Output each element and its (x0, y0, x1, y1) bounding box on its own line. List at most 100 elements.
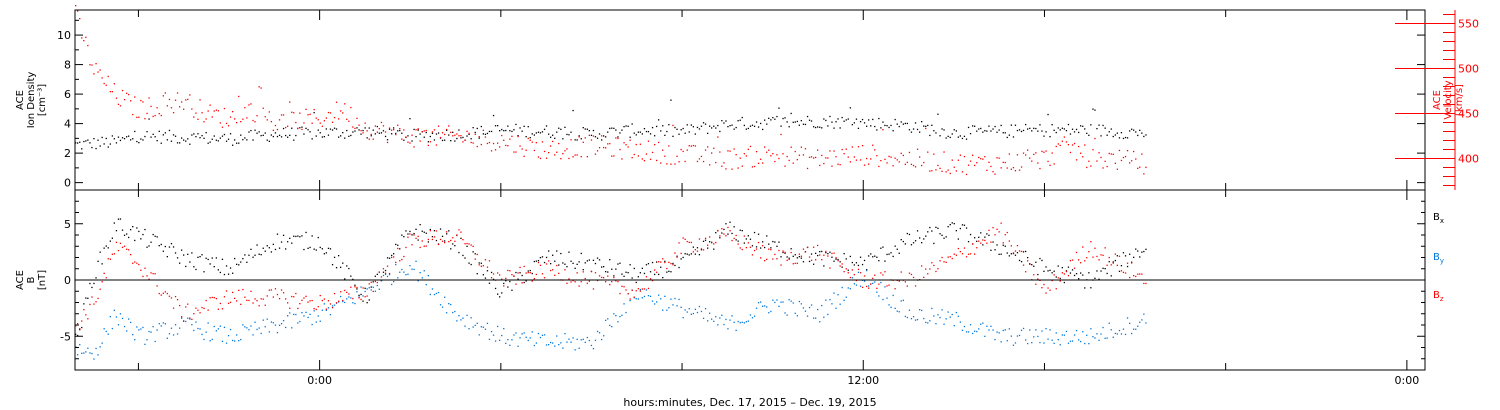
data-point (1029, 127, 1031, 129)
data-point (287, 302, 289, 304)
data-point (768, 243, 770, 245)
data-point (586, 282, 588, 284)
data-point (692, 144, 694, 147)
data-point (83, 40, 85, 42)
data-point (484, 133, 487, 135)
data-point (800, 303, 802, 305)
data-point (1029, 157, 1031, 159)
data-point (951, 222, 953, 224)
data-point (185, 320, 187, 323)
data-point (682, 256, 684, 259)
data-point (276, 293, 279, 296)
data-point (745, 247, 747, 249)
data-point (315, 135, 317, 137)
data-point (272, 135, 274, 138)
data-point (360, 293, 362, 296)
data-point (425, 232, 427, 234)
data-point (1027, 128, 1029, 130)
data-point (91, 286, 93, 289)
data-point (870, 125, 872, 127)
data-point (745, 155, 747, 157)
data-point (274, 288, 277, 290)
data-point (515, 271, 517, 274)
data-point (484, 259, 487, 261)
data-point (945, 236, 947, 238)
data-point (429, 135, 431, 138)
data-point (768, 117, 770, 119)
data-point (148, 278, 150, 280)
data-point (658, 273, 660, 276)
data-point (252, 256, 254, 258)
data-point (439, 136, 442, 139)
data-point (906, 161, 908, 163)
data-point (140, 269, 142, 271)
data-point (335, 267, 338, 269)
data-point (992, 329, 994, 331)
data-point (755, 248, 758, 250)
data-point (215, 139, 217, 141)
data-point (270, 289, 272, 291)
data-point (413, 232, 415, 235)
data-point (1139, 166, 1141, 168)
data-point (317, 119, 319, 121)
data-point (1039, 124, 1041, 126)
data-point (244, 254, 246, 256)
data-point (870, 283, 872, 285)
data-point (806, 246, 809, 248)
data-point (825, 299, 827, 301)
data-point (250, 325, 252, 327)
data-point (138, 116, 140, 118)
data-point (690, 313, 692, 315)
data-point (764, 119, 766, 121)
data-point (382, 125, 385, 127)
data-point (849, 161, 851, 163)
data-point (863, 275, 866, 277)
data-point (372, 129, 374, 131)
data-point (509, 280, 511, 283)
data-point (719, 151, 721, 153)
data-point (572, 280, 574, 282)
data-point (833, 260, 835, 262)
data-point (388, 273, 391, 276)
data-point (119, 105, 122, 107)
data-point (535, 142, 537, 144)
data-point (490, 150, 493, 152)
data-point (1035, 329, 1037, 331)
data-point (144, 343, 146, 345)
data-point (1106, 272, 1108, 275)
data-point (285, 298, 287, 300)
data-point (1102, 326, 1104, 329)
data-point (427, 238, 429, 241)
data-point (1002, 329, 1004, 332)
data-point (1104, 127, 1106, 129)
data-point (896, 310, 898, 312)
data-point (531, 280, 533, 282)
data-point (258, 86, 260, 88)
data-point (556, 151, 558, 153)
data-point (450, 140, 452, 142)
data-point (301, 312, 303, 314)
data-point (232, 144, 234, 146)
data-point (411, 140, 413, 142)
data-point (586, 128, 588, 130)
data-point (978, 128, 980, 130)
data-point (154, 235, 156, 237)
data-point (562, 347, 564, 349)
data-point (333, 293, 336, 295)
data-point (782, 251, 784, 254)
data-point (338, 300, 340, 302)
data-point (1049, 269, 1051, 271)
data-point (1002, 161, 1004, 163)
data-point (276, 233, 279, 235)
data-point (684, 160, 686, 163)
data-point (843, 271, 845, 273)
data-point (743, 242, 745, 244)
data-point (1022, 152, 1025, 154)
data-point (113, 83, 115, 85)
data-point (680, 306, 682, 308)
data-point (1057, 265, 1059, 267)
data-point (260, 298, 262, 300)
data-point (629, 139, 631, 141)
data-point (672, 262, 674, 265)
data-point (117, 103, 120, 105)
